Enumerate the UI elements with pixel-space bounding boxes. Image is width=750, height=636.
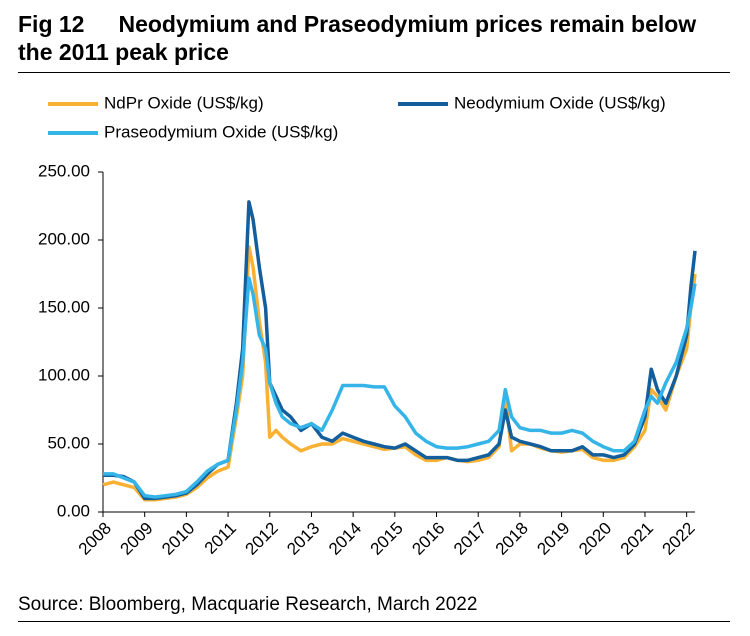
x-tick-label: 2020 [575, 519, 615, 559]
x-tick-label: 2019 [533, 519, 573, 559]
x-tick-label: 2012 [242, 519, 282, 559]
y-tick-label: 200.00 [38, 229, 90, 248]
chart-title: Neodymium and Praseodymium prices remain… [18, 11, 697, 65]
chart: 0.00 50.00 100.00 150.00 200.00 250.00 2008 200… [38, 93, 699, 559]
legend-label: Praseodymium Oxide (US$/kg) [104, 122, 338, 141]
y-tick-label: 0.00 [57, 501, 90, 520]
x-tick-label: 2016 [408, 519, 448, 559]
x-tick-label: 2010 [158, 519, 198, 559]
x-tick-label: 2008 [75, 519, 115, 559]
series-line [103, 276, 697, 499]
source: Source: Bloomberg, Macquarie Research, M… [18, 594, 478, 615]
series-line [102, 245, 697, 502]
legend-label: NdPr Oxide (US$/kg) [104, 93, 264, 112]
y-tick-label: 150.00 [38, 297, 90, 316]
figure-label: Fig 12 [18, 11, 85, 37]
series-line [103, 200, 697, 501]
rule [18, 72, 730, 73]
header: Fig 12 Neodymium and Praseodymium prices … [18, 10, 708, 66]
x-tick-label: 2021 [617, 519, 657, 559]
x-tick-label: 2013 [283, 519, 323, 559]
x-tick-label: 2011 [201, 519, 240, 558]
x-tick-label: 2022 [658, 519, 698, 559]
rule [18, 621, 730, 622]
x-tick-label: 2018 [492, 519, 532, 559]
x-tick-label: 2014 [325, 519, 365, 559]
x-tick-label: 2009 [117, 519, 157, 559]
legend-label: Neodymium Oxide (US$/kg) [454, 93, 666, 112]
y-tick-label: 100.00 [38, 365, 90, 384]
x-tick-label: 2017 [450, 519, 490, 559]
y-tick-label: 250.00 [38, 161, 90, 180]
y-tick-label: 50.00 [47, 433, 90, 452]
x-tick-label: 2015 [367, 519, 407, 559]
